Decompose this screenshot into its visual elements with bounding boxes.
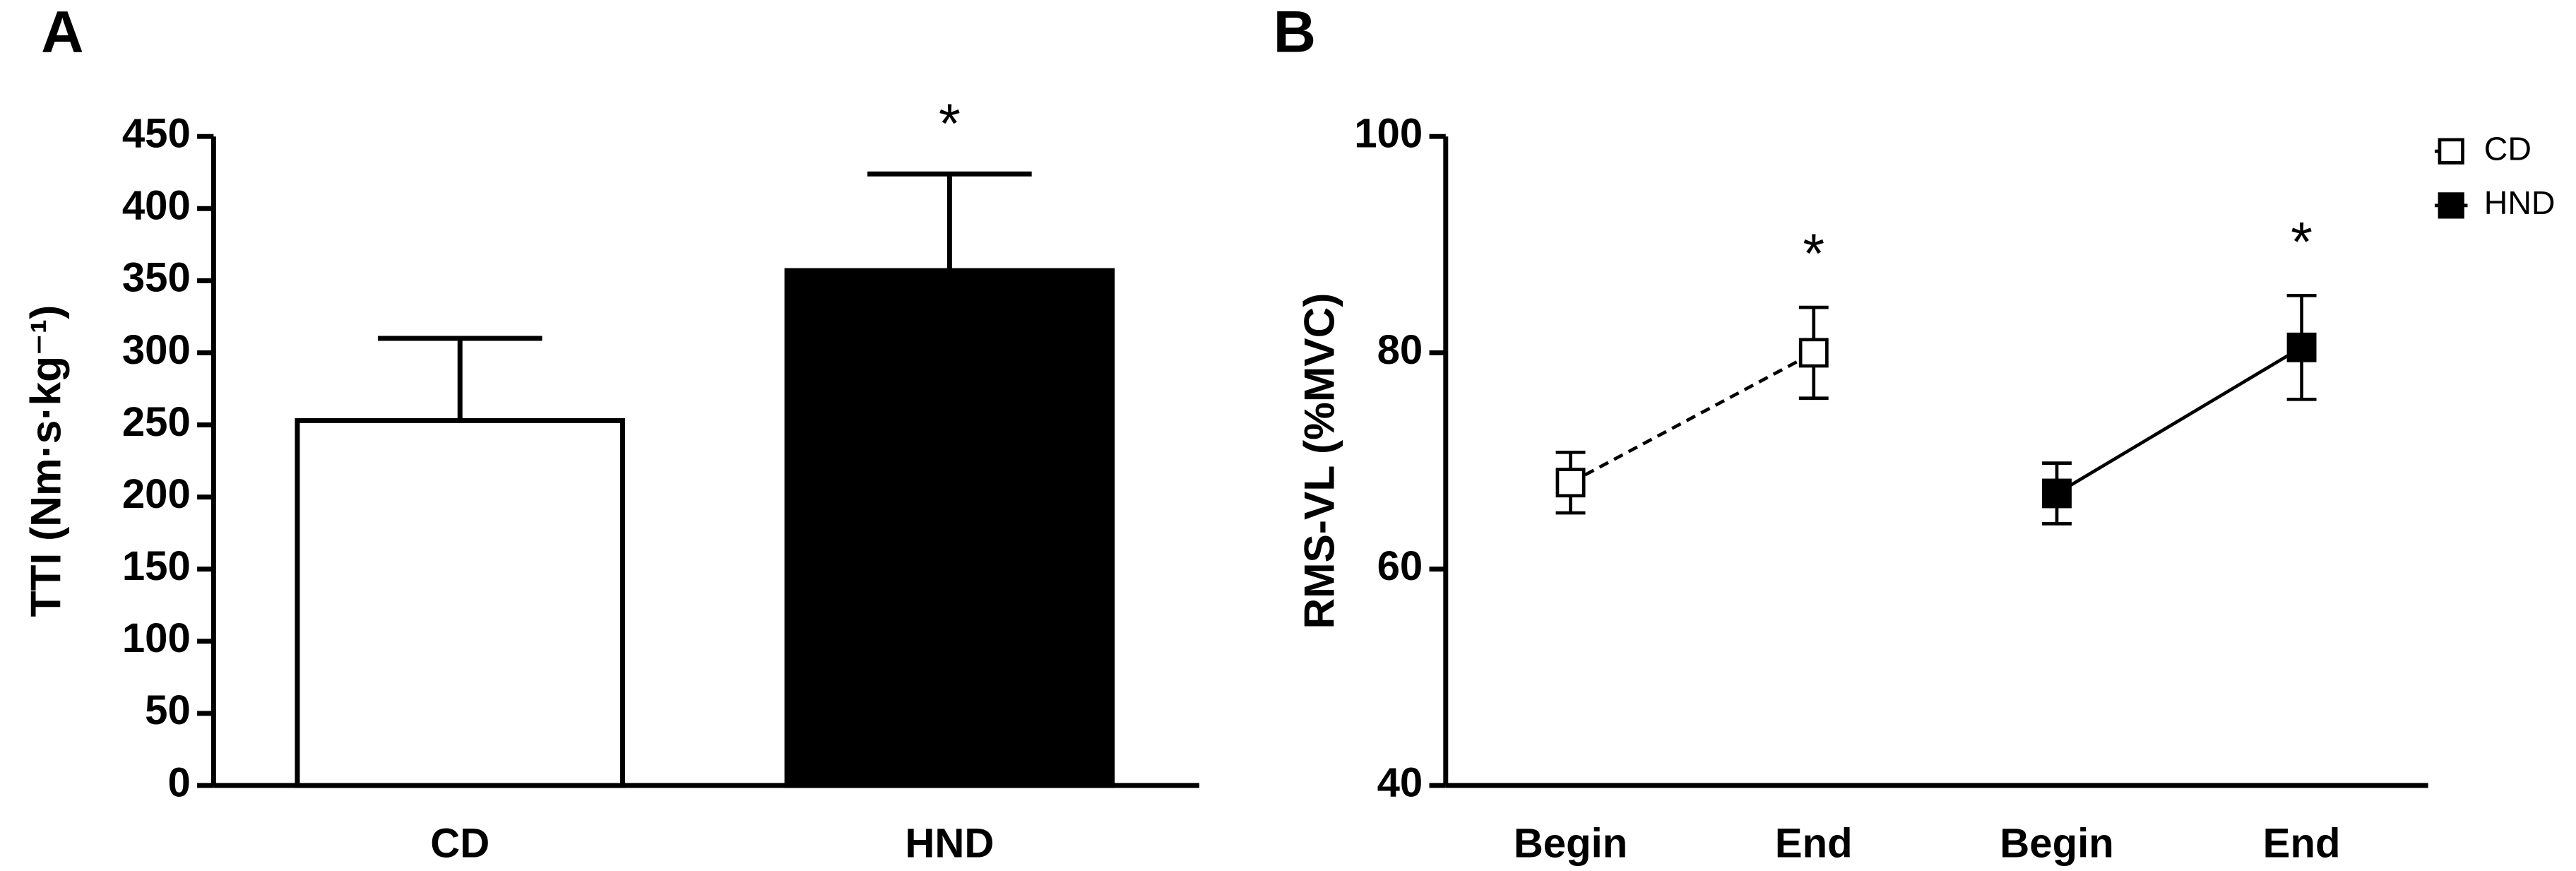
y-tick-label: 250	[122, 399, 191, 445]
x-tick-label: HND	[905, 820, 994, 866]
y-tick-label: 60	[1377, 543, 1423, 589]
y-tick-label: 150	[122, 543, 191, 589]
legend-marker	[2438, 138, 2464, 165]
annotation: *	[939, 92, 961, 155]
x-tick-label: Begin	[2000, 820, 2113, 866]
marker	[1798, 338, 1829, 368]
y-tick-label: 400	[122, 183, 191, 229]
x-tick-label: End	[2263, 820, 2341, 866]
marker	[2286, 332, 2317, 362]
y-axis-label: RMS-VL (%MVC)	[1295, 293, 1343, 629]
y-tick-label: 100	[122, 615, 191, 661]
y-tick-label: 50	[145, 687, 191, 733]
legend-label: CD	[2484, 130, 2532, 167]
x-tick-label: CD	[430, 820, 489, 866]
marker	[2042, 478, 2072, 509]
y-tick-label: 100	[1354, 111, 1423, 157]
y-axis-label: TTI (Nm·s·kg⁻¹)	[22, 305, 70, 617]
x-tick-label: Begin	[1514, 820, 1627, 866]
y-tick-label: 40	[1377, 759, 1423, 805]
bar	[784, 268, 1115, 788]
bar	[295, 417, 626, 788]
y-tick-label: 350	[122, 255, 191, 301]
legend-label: HND	[2484, 184, 2556, 221]
y-tick-label: 80	[1377, 327, 1423, 373]
annotation: *	[1803, 222, 1824, 285]
legend-marker	[2438, 192, 2464, 219]
panel-label: B	[1274, 0, 1316, 64]
y-tick-label: 0	[167, 759, 190, 805]
y-tick-label: 200	[122, 471, 191, 517]
marker	[1555, 468, 1586, 498]
y-tick-label: 300	[122, 327, 191, 373]
y-tick-label: 450	[122, 111, 191, 157]
panel-label: A	[41, 0, 83, 64]
x-tick-label: End	[1775, 820, 1853, 866]
series-line	[2055, 345, 2303, 495]
series-line	[1569, 351, 1815, 485]
annotation: *	[2291, 210, 2313, 273]
